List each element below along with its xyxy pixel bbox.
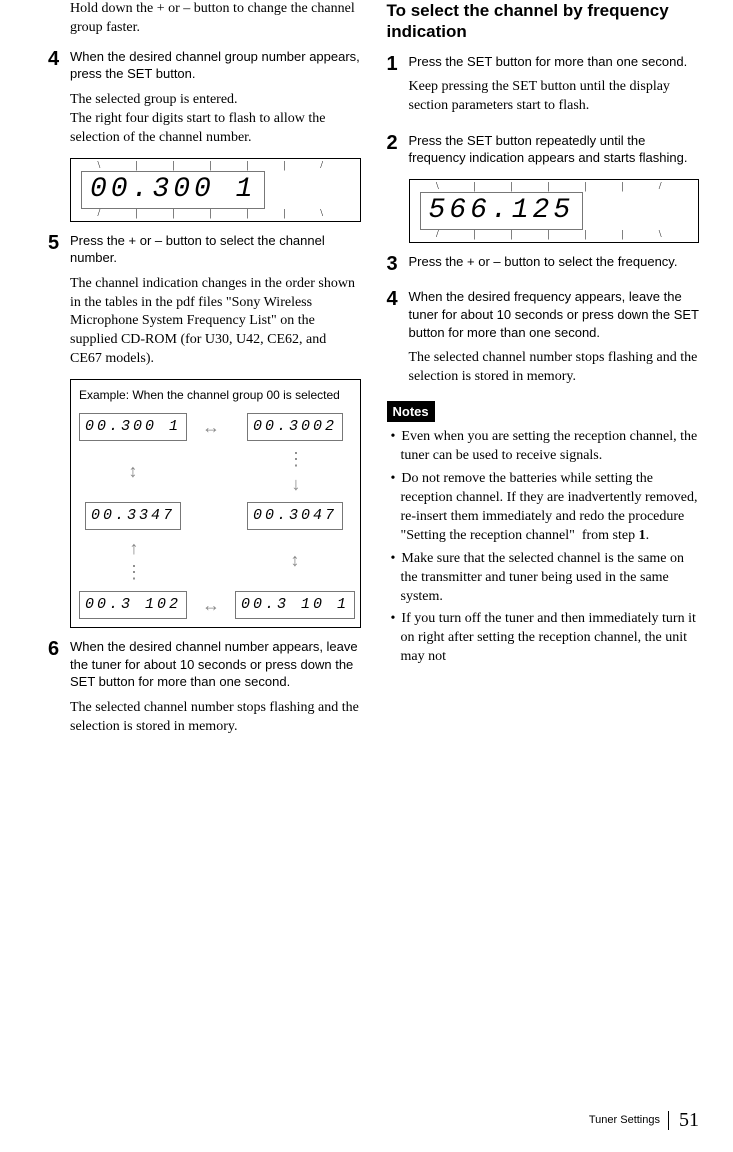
note-item: Do not remove the batteries while settin… (401, 470, 700, 546)
step-number: 1 (387, 53, 409, 122)
example-frame: Example: When the channel group 00 is se… (70, 379, 361, 628)
step-number: 5 (48, 232, 70, 376)
step-number: 4 (387, 288, 409, 392)
arrow-icon: ↔ (202, 415, 220, 439)
step-number: 2 (387, 132, 409, 175)
grid-cell: 00.3 10 1 (235, 591, 355, 619)
left-column: Hold down the + or – button to change th… (48, 0, 361, 742)
step-number: 6 (48, 638, 70, 742)
section-heading: To select the channel by frequency indic… (387, 0, 700, 43)
step-5: 5 Press the + or – button to select the … (48, 232, 361, 376)
lcd-display: \ | | | | | / 566.125 / | | | | | \ (420, 192, 689, 230)
step-body: Press the SET button for more than one s… (409, 53, 700, 122)
arrow-icon: ↕ (129, 459, 138, 483)
arrow-dashed-icon: ↑⋮ (125, 536, 141, 585)
lcd-frame-1: \ | | | | | / 00.300 1 / | | | | | \ (70, 158, 361, 222)
lcd-display: \ | | | | | / 00.300 1 / | | | | | \ (81, 171, 350, 209)
intro-text: Hold down the + or – button to change th… (70, 0, 361, 38)
note-item: Even when you are setting the reception … (401, 428, 700, 466)
flash-rays-bottom: / | | | | | \ (420, 230, 689, 240)
flash-rays-top: \ | | | | | / (81, 161, 350, 171)
grid-cell: 00.300 1 (79, 413, 187, 441)
flash-rays-top: \ | | | | | / (420, 182, 689, 192)
example-grid: 00.300 1 ↔ 00.3002 ↕ ⋮↓ 00.3347 00.3047 … (79, 413, 352, 619)
step-follow: The channel indication changes in the or… (70, 275, 361, 369)
step-4-right: 4 When the desired frequency appears, le… (387, 288, 700, 392)
grid-cell: 00.3347 (85, 502, 181, 530)
footer-section: Tuner Settings (589, 1111, 669, 1130)
step-lead: When the desired channel number appears,… (70, 638, 361, 691)
two-column-layout: Hold down the + or – button to change th… (48, 0, 699, 742)
manual-page: Hold down the + or – button to change th… (0, 0, 733, 1152)
step-body: When the desired channel number appears,… (70, 638, 361, 742)
notes-list: Even when you are setting the reception … (387, 428, 700, 667)
grid-cell: 00.3047 (247, 502, 343, 530)
step-body: Press the + or – button to select the ch… (70, 232, 361, 376)
step-3: 3 Press the + or – button to select the … (387, 253, 700, 279)
step-body: When the desired frequency appears, leav… (409, 288, 700, 392)
arrow-icon: ↕ (291, 548, 300, 572)
lcd-text: 566.125 (420, 192, 584, 230)
step-follow: Keep pressing the SET button until the d… (409, 78, 700, 116)
grid-cell: 00.3 102 (79, 591, 187, 619)
step-lead: When the desired channel group number ap… (70, 48, 361, 83)
step-lead: When the desired frequency appears, leav… (409, 288, 700, 341)
step-1: 1 Press the SET button for more than one… (387, 53, 700, 122)
notes-label: Notes (387, 401, 435, 423)
step-6: 6 When the desired channel number appear… (48, 638, 361, 742)
lcd-frame-2: \ | | | | | / 566.125 / | | | | | \ (409, 179, 700, 243)
step-lead: Press the SET button for more than one s… (409, 53, 700, 71)
note-item: If you turn off the tuner and then immed… (401, 610, 700, 667)
page-footer: Tuner Settings 51 (589, 1107, 699, 1134)
step-follow: The selected group is entered. The right… (70, 91, 361, 148)
step-lead: Press the + or – button to select the fr… (409, 253, 700, 271)
arrow-icon: ↔ (202, 593, 220, 617)
note-item: Make sure that the selected channel is t… (401, 550, 700, 607)
step-2: 2 Press the SET button repeatedly until … (387, 132, 700, 175)
example-caption: Example: When the channel group 00 is se… (79, 388, 352, 403)
step-4: 4 When the desired channel group number … (48, 48, 361, 154)
step-body: Press the SET button repeatedly until th… (409, 132, 700, 175)
page-number: 51 (679, 1107, 699, 1134)
step-lead: Press the + or – button to select the ch… (70, 232, 361, 267)
arrow-dashed-icon: ⋮↓ (287, 447, 303, 496)
step-follow: The selected channel number stops flashi… (70, 699, 361, 737)
step-follow: The selected channel number stops flashi… (409, 349, 700, 387)
grid-cell: 00.3002 (247, 413, 343, 441)
step-lead: Press the SET button repeatedly until th… (409, 132, 700, 167)
lcd-text: 00.300 1 (81, 171, 265, 209)
flash-rays-bottom: / | | | | | \ (81, 209, 350, 219)
step-number: 4 (48, 48, 70, 154)
step-body: Press the + or – button to select the fr… (409, 253, 700, 279)
right-column: To select the channel by frequency indic… (387, 0, 700, 742)
step-number: 3 (387, 253, 409, 279)
step-body: When the desired channel group number ap… (70, 48, 361, 154)
